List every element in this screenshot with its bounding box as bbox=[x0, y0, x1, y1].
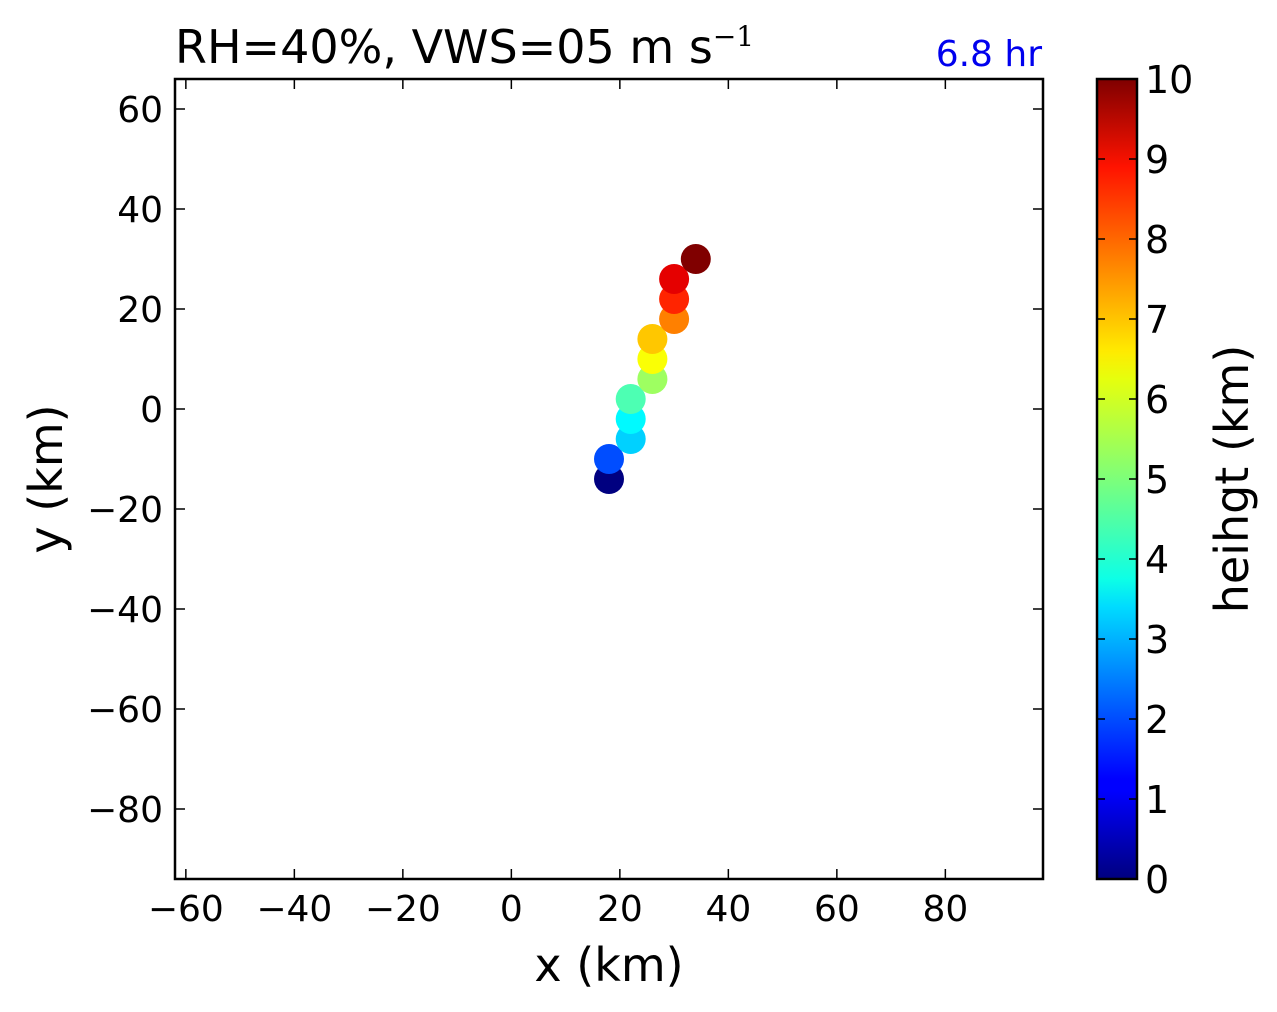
y-tick-label: −40 bbox=[87, 590, 163, 631]
colorbar-label: heihgt (km) bbox=[1205, 345, 1259, 614]
colorbar-tick-label: 9 bbox=[1145, 138, 1169, 182]
x-tick-label: −60 bbox=[148, 889, 224, 930]
y-axis-label: y (km) bbox=[19, 404, 73, 553]
colorbar-tick-label: 7 bbox=[1145, 298, 1169, 342]
colorbar-tick-label: 8 bbox=[1145, 218, 1169, 262]
colorbar-tick-label: 5 bbox=[1145, 458, 1169, 502]
colorbar-tick-label: 0 bbox=[1145, 858, 1169, 902]
colorbar-tick-label: 2 bbox=[1145, 698, 1169, 742]
colorbar-tick-label: 3 bbox=[1145, 618, 1169, 662]
scatter-point bbox=[680, 244, 711, 274]
x-tick-label: −20 bbox=[365, 889, 441, 930]
x-tick-label: −40 bbox=[256, 889, 332, 930]
y-tick-label: −60 bbox=[87, 690, 163, 731]
chart-title-superscript: −1 bbox=[713, 20, 754, 53]
time-annotation: 6.8 hr bbox=[936, 34, 1043, 75]
colorbar-tick-label: 6 bbox=[1145, 378, 1169, 422]
chart-title: RH=40%, VWS=05 m s−1 bbox=[175, 20, 754, 74]
y-tick-label: −20 bbox=[87, 490, 163, 531]
x-tick-label: 0 bbox=[500, 889, 523, 930]
colorbar-tick-label: 1 bbox=[1145, 778, 1169, 822]
colorbar-tick-label: 10 bbox=[1145, 58, 1193, 102]
scatter-point bbox=[659, 264, 690, 294]
x-axis-label: x (km) bbox=[534, 938, 683, 992]
scatter-point bbox=[594, 444, 624, 474]
y-tick-label: 40 bbox=[117, 190, 163, 231]
scatter-point bbox=[637, 324, 668, 354]
y-tick-label: 20 bbox=[117, 290, 163, 331]
y-tick-label: −80 bbox=[87, 790, 163, 831]
colorbar-tick-label: 4 bbox=[1145, 538, 1169, 582]
x-tick-label: 80 bbox=[922, 889, 968, 930]
scatter-point bbox=[615, 384, 646, 414]
y-tick-label: 0 bbox=[140, 390, 163, 431]
scatter-points bbox=[594, 244, 711, 494]
y-tick-label: 60 bbox=[117, 90, 163, 131]
chart-title-main: RH=40%, VWS=05 m s bbox=[175, 20, 713, 74]
x-tick-label: 40 bbox=[705, 889, 751, 930]
axis-ticks: −60 −40 −20 0 20 40 60 80 60 40 20 0 −20 −40 −60 −80 bbox=[87, 79, 1043, 930]
colorbar-ticks: 0 1 2 3 4 5 6 7 8 9 10 bbox=[1097, 58, 1193, 902]
x-tick-label: 20 bbox=[597, 889, 643, 930]
x-tick-label: 60 bbox=[814, 889, 860, 930]
